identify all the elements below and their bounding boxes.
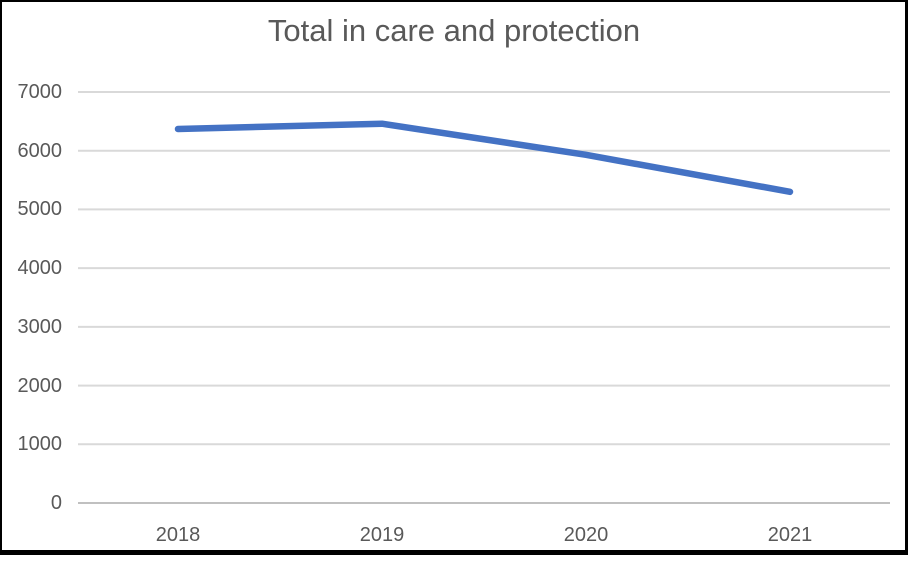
y-tick-label: 4000 — [17, 257, 63, 280]
y-tick-label: 2000 — [17, 374, 63, 397]
y-tick-label: 1000 — [17, 433, 63, 456]
y-tick-label: 7000 — [17, 81, 63, 103]
chart-title: Total in care and protection — [267, 13, 641, 48]
data-series-line — [174, 120, 794, 196]
x-tick-label: 2019 — [359, 524, 405, 546]
y-tick-label: 5000 — [17, 198, 63, 221]
y-tick-label: 0 — [50, 492, 62, 514]
x-tick-label: 2021 — [767, 524, 813, 546]
y-tick-label: 3000 — [17, 315, 63, 338]
x-tick-label: 2018 — [155, 524, 201, 546]
y-tick-label: 6000 — [17, 139, 63, 162]
x-tick-label: 2020 — [563, 524, 609, 546]
